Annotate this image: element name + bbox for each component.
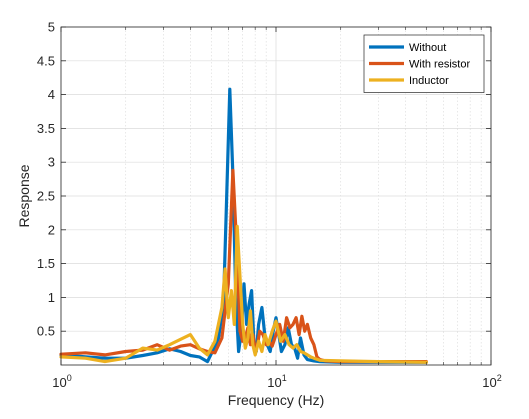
x-tick-label: 101 [267,373,286,390]
x-tick-label: 102 [482,373,501,390]
y-tick-label: 3 [48,155,55,170]
series-line-without [59,87,428,364]
ticks [60,26,492,365]
y-tick-label: 4 [48,87,55,102]
legend-label: Without [409,42,446,54]
y-tick-label: 4.5 [37,53,55,68]
y-tick-label: 3.5 [37,121,55,136]
y-tick-label: 2 [48,222,55,237]
x-tick-labels: 100 101 102 [52,373,501,390]
series-line-with-resistor [59,168,428,364]
y-axis-label: Response [16,164,32,227]
series-line-inductor [59,224,428,364]
legend-label: Inductor [409,75,449,87]
legend-label: With resistor [409,59,470,71]
y-tick-label: 0.5 [37,324,55,339]
x-tick-label: 100 [52,373,71,390]
x-axis-label: Frequency (Hz) [228,392,324,408]
y-tick-label: 5 [48,20,55,35]
y-tick-label: 1.5 [37,256,55,271]
y-tick-label: 1 [48,290,55,305]
y-tick-labels: 0.5 1 1.5 2 2.5 3 3.5 4 4.5 5 [37,20,55,339]
y-tick-label: 2.5 [37,189,55,204]
legend: Without With resistor Inductor [363,34,485,93]
series-layer [59,87,428,364]
